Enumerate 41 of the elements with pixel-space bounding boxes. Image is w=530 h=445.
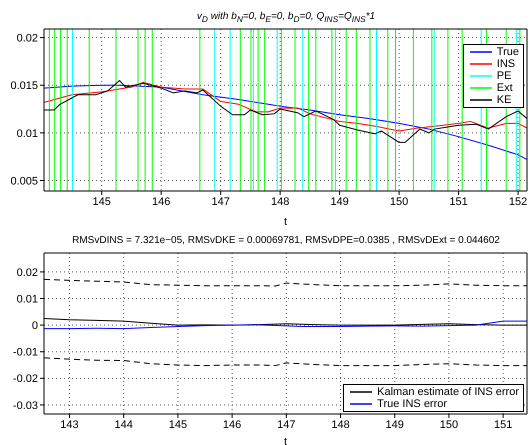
legend-label: Ext: [496, 82, 513, 94]
legend-label: True INS error: [377, 398, 448, 410]
legend-label: PE: [496, 70, 512, 82]
chart-title: RMSvDINS = 7.321e−05, RMSvDKE = 0.00069781, RMSvDPE=0.0385 , RMSvDExt = 0.044602: [71, 235, 501, 246]
x-tick-label: 151: [449, 196, 468, 208]
legend-label: INS: [496, 58, 516, 70]
line-series: [44, 320, 527, 330]
x-tick-label: 147: [277, 418, 296, 431]
x-axis-title: t: [284, 436, 288, 445]
y-tick-label: 0.02: [16, 266, 38, 279]
x-tick-label: 145: [168, 418, 188, 431]
y-tick-label: -0.03: [12, 400, 38, 412]
x-axis-title: t: [284, 216, 288, 228]
line-series: [44, 84, 527, 160]
x-tick-label: 143: [60, 418, 79, 431]
line-series: [44, 82, 527, 132]
x-tick-label: 148: [331, 418, 350, 431]
legend-label: True: [496, 46, 519, 58]
y-tick-label: 0.015: [10, 80, 38, 92]
legend-label: Kalman estimate of INS error: [377, 386, 519, 398]
x-tick-label: 145: [92, 196, 111, 208]
x-tick-label: 149: [386, 418, 404, 431]
x-tick-label: 146: [222, 418, 242, 431]
x-tick-label: 152: [508, 196, 528, 208]
legend-label: KE: [496, 94, 512, 106]
x-tick-label: 149: [330, 196, 349, 208]
x-tick-label: 150: [390, 196, 408, 208]
y-tick-label: -0.01: [12, 346, 38, 359]
x-tick-label: 148: [270, 196, 290, 208]
x-tick-label: 147: [211, 196, 230, 208]
x-tick-label: 144: [114, 418, 133, 431]
x-tick-label: 146: [152, 196, 170, 208]
y-tick-label: 0.02: [16, 32, 38, 44]
x-tick-label: 151: [494, 418, 512, 431]
x-tick-label: 150: [440, 418, 458, 431]
y-tick-label: 0.005: [10, 175, 38, 188]
y-tick-label: 0.01: [16, 293, 38, 306]
y-tick-label: 0: [32, 320, 38, 332]
y-tick-label: -0.02: [12, 373, 38, 386]
y-tick-label: 0.01: [16, 128, 38, 140]
chart-title: v$_{D}$ with b$_{N}$=0, b$_{E}$=0, b$_{D}$=0, Q$_{INS}$=Q$_{INS}$*1: [196, 11, 376, 24]
